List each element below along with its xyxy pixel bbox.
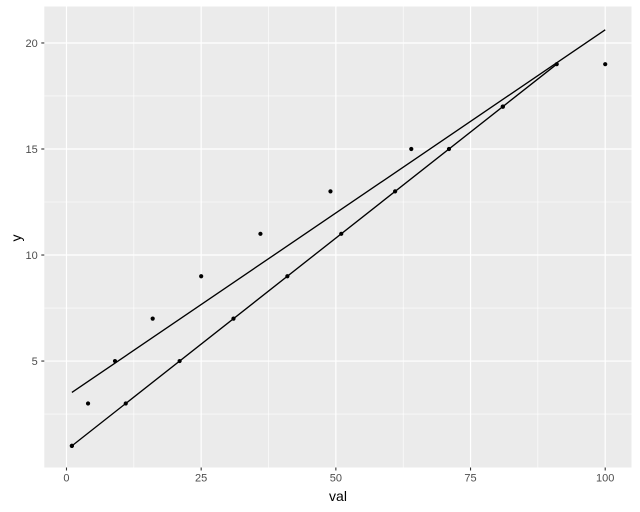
data-point-series-square-x [409, 146, 414, 152]
data-point-series-square-x [112, 358, 118, 364]
data-point-series-square-x [258, 231, 263, 236]
y-axis-title: y [8, 234, 24, 242]
data-point-series-linear-x [554, 62, 559, 67]
x-tick-label: 25 [195, 473, 207, 485]
x-tick-label: 50 [330, 473, 342, 485]
data-point-series-square-x [69, 443, 74, 448]
y-tick-label: 5 [32, 356, 38, 368]
data-point-series-square-x [199, 274, 204, 279]
data-point-series-square-x [328, 189, 333, 194]
fit-line-linear [71, 63, 558, 447]
x-tick-label: 75 [464, 473, 476, 485]
data-point-series-linear-x [339, 231, 344, 236]
y-tick-label: 15 [26, 144, 38, 156]
x-axis-title: val [329, 488, 347, 504]
data-point-series-linear-x [393, 189, 398, 194]
data-point-series-linear-x [123, 401, 128, 406]
y-tick-label: 20 [26, 38, 38, 50]
data-point-series-linear-x [446, 146, 452, 152]
data-point-series-linear-x [285, 274, 290, 279]
data-point-series-linear-x [231, 316, 236, 321]
data-point-series-square-x [500, 104, 505, 109]
data-point-series-linear-x [177, 358, 182, 364]
x-tick-label: 0 [63, 473, 69, 485]
x-tick-label: 100 [596, 473, 614, 485]
data-point-series-square-x [603, 62, 608, 67]
fit-line-square [71, 29, 606, 393]
data-point-series-square-x [85, 401, 91, 406]
y-tick-label: 10 [26, 250, 38, 262]
data-point-series-square-x [150, 316, 155, 321]
